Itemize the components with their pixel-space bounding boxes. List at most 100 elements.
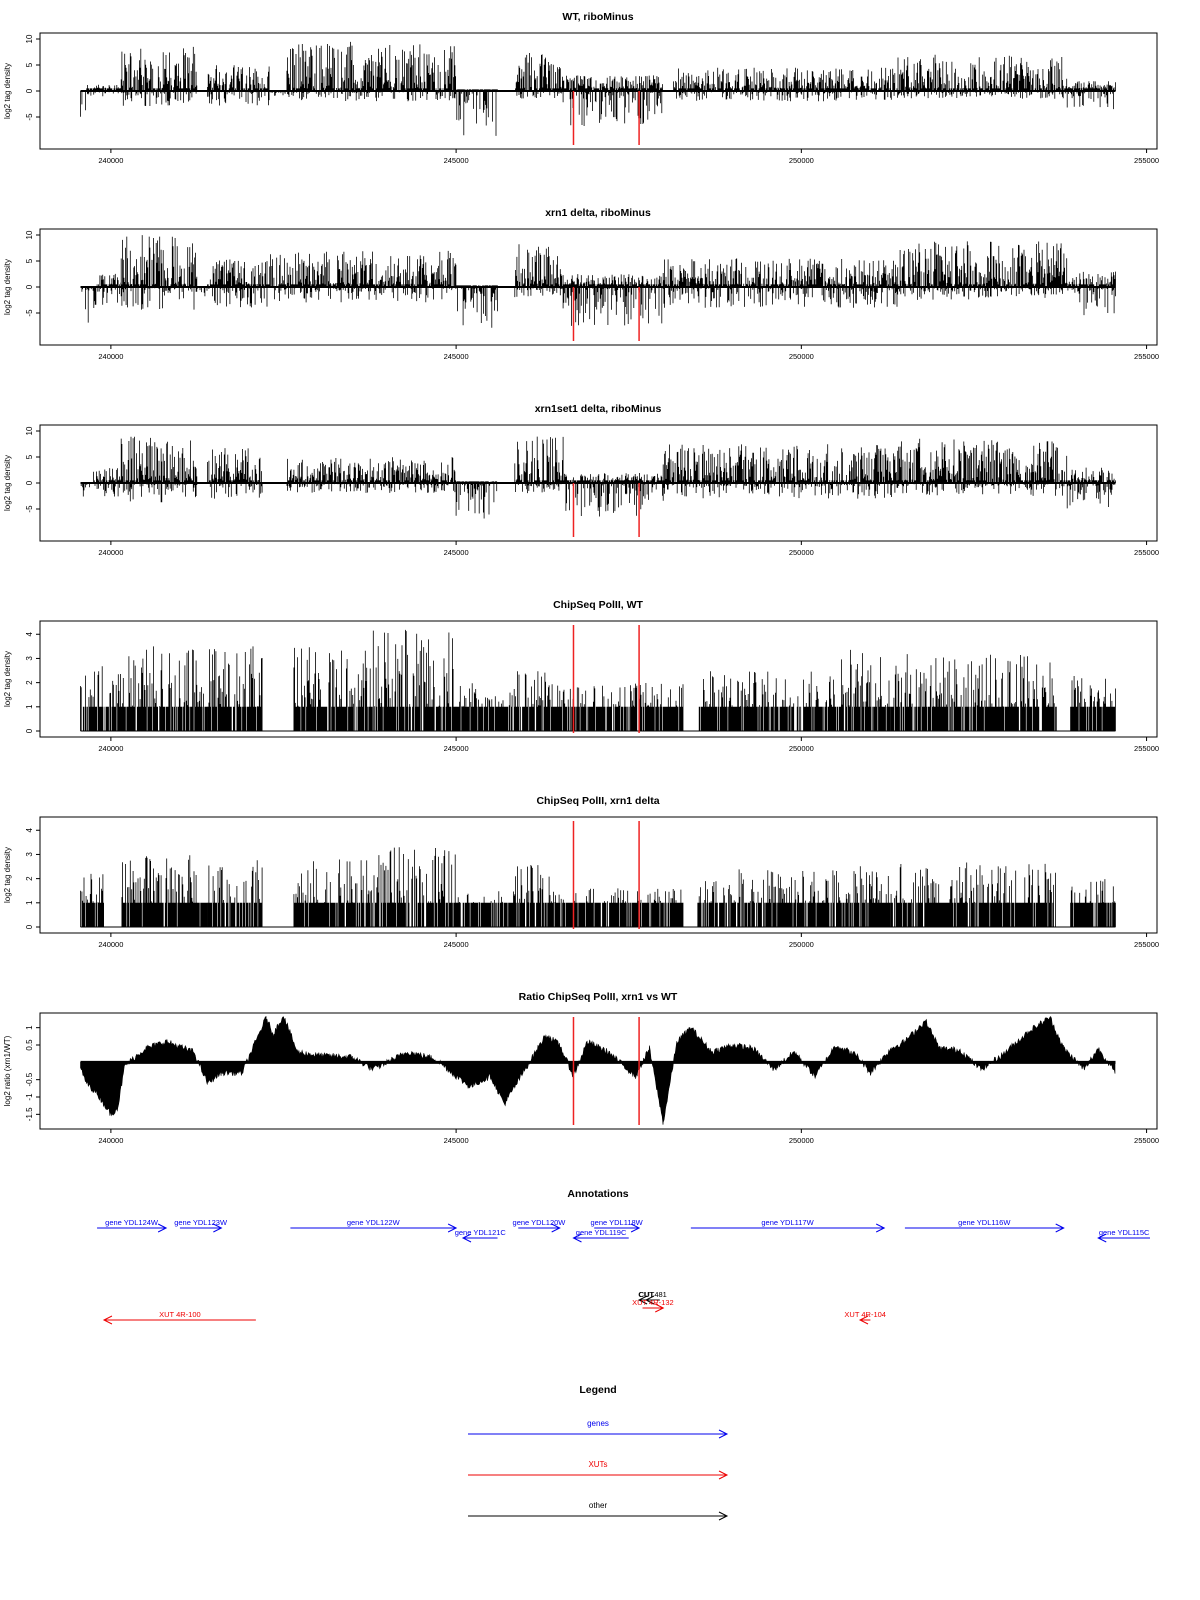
coverage-bars	[372, 629, 457, 731]
feature-gene-ydl115c: gene YDL115C	[1097, 1228, 1150, 1243]
coverage-region	[207, 646, 263, 731]
feature-arrowhead	[213, 1223, 223, 1233]
chart-panel-3: xrn1set1 delta, riboMinus log2 tag densit…	[3, 403, 1159, 557]
chart-title: ChipSeq PolII, WT	[553, 599, 643, 611]
feature-label: gene YDL119C	[576, 1228, 627, 1237]
plot-frame	[39, 32, 1158, 150]
coverage-region	[897, 54, 1068, 99]
data-marks	[80, 235, 1116, 328]
coverage-region	[662, 258, 899, 308]
feature-arrowhead	[1097, 1233, 1107, 1243]
chart-panel-4: ChipSeq PolII, WT log2 tag density 0 1 2 3 4 24…	[3, 599, 1159, 753]
coverage-region	[1066, 271, 1116, 316]
coverage-region	[1070, 676, 1116, 731]
feature-arrowhead	[572, 1233, 582, 1243]
feature-arrowhead	[1055, 1223, 1065, 1233]
coverage-region	[269, 250, 457, 303]
legend-item-other: other	[468, 1501, 729, 1521]
coverage-region	[455, 891, 515, 927]
feature-arrowhead	[551, 1223, 561, 1233]
feature-label: XUT 4R-100	[159, 1310, 201, 1319]
coverage-region	[120, 436, 198, 503]
x-tick-label: 240000	[98, 744, 123, 753]
coverage-bars	[196, 902, 208, 927]
x-tick-label: 245000	[444, 940, 469, 949]
y-tick-label: 0.5	[25, 1039, 34, 1051]
coverage-region	[455, 285, 498, 328]
coverage-bars	[120, 46, 198, 106]
coverage-region	[96, 273, 122, 305]
coverage-region	[838, 866, 891, 927]
coverage-region	[514, 244, 564, 298]
chart-title: xrn1 delta, riboMinus	[545, 207, 651, 219]
y-tick-label: 1	[25, 704, 34, 709]
legend-arrowhead	[718, 1511, 729, 1521]
coverage-bars	[897, 54, 1068, 99]
coverage-region	[80, 287, 97, 323]
x-tick-label: 255000	[1134, 940, 1159, 949]
coverage-bars	[562, 274, 664, 326]
legend-item-genes: genes	[468, 1419, 729, 1439]
legend-arrowhead	[718, 1429, 729, 1439]
feature-label: gene YDL120W	[513, 1218, 567, 1227]
x-tick-label: 250000	[789, 744, 814, 753]
y-tick-label: 5	[25, 258, 34, 263]
coverage-bars	[120, 235, 198, 310]
plot-frame	[39, 228, 1158, 346]
chart-panel-1: WT, riboMinus log2 tag density -5 0 5 10 24000…	[3, 11, 1159, 165]
coverage-region	[373, 847, 457, 927]
legend-item-xuts: XUTs	[468, 1460, 729, 1480]
coverage-bars	[455, 891, 515, 927]
feature-arrowhead	[875, 1223, 886, 1233]
feature-label: XUT 4R-132	[632, 1298, 674, 1307]
coverage-region	[286, 457, 456, 493]
y-tick-label: 5	[25, 62, 34, 67]
coverage-bars	[121, 855, 198, 927]
annotations-title: Annotations	[567, 1188, 628, 1200]
coverage-bars	[1066, 467, 1116, 509]
coverage-bars	[662, 444, 899, 499]
coverage-bars	[286, 457, 456, 493]
feature-arrowhead	[858, 1315, 869, 1325]
y-tick-label: 4	[25, 631, 34, 636]
chart-title: WT, riboMinus	[562, 11, 633, 23]
feature-arrowhead	[644, 1295, 655, 1305]
feature-label: CUT481	[639, 1290, 667, 1299]
y-axis-label: log2 tag density	[3, 847, 12, 903]
coverage-region	[293, 647, 373, 731]
coverage-bars	[196, 687, 208, 731]
coverage-region	[890, 862, 1056, 927]
x-tick-label: 240000	[98, 352, 123, 361]
coverage-region	[514, 865, 550, 927]
data-marks	[80, 436, 1116, 519]
data-marks	[80, 847, 1116, 928]
x-tick-label: 245000	[444, 1136, 469, 1145]
chart-panel-5: ChipSeq PolII, xrn1 delta log2 tag densit…	[3, 795, 1159, 949]
y-tick-label: 0	[25, 284, 34, 289]
feature-gene-ydl121c: gene YDL121C	[455, 1228, 506, 1243]
x-tick-label: 255000	[1134, 1136, 1159, 1145]
coverage-region	[673, 67, 898, 102]
coverage-bars	[562, 75, 664, 126]
feature-gene-ydl123w: gene YDL123W	[174, 1218, 228, 1233]
coverage-bars	[120, 436, 198, 503]
coverage-bars	[890, 862, 1056, 927]
chart-panel-6: Ratio ChipSeq PolII, xrn1 vs WT log2 rati…	[3, 991, 1159, 1145]
coverage-bars	[1066, 81, 1116, 110]
coverage-bars	[207, 646, 263, 731]
coverage-region	[286, 41, 456, 102]
coverage-bars	[286, 41, 456, 102]
coverage-bars	[96, 273, 122, 305]
coverage-region	[372, 629, 457, 731]
coverage-bars	[293, 859, 373, 927]
y-tick-label: 0	[25, 728, 34, 733]
feature-xut-4r-132: XUT 4R-132	[632, 1298, 674, 1313]
x-tick-label: 240000	[98, 156, 123, 165]
coverage-bars	[455, 89, 498, 136]
coverage-bars	[897, 241, 1068, 300]
coverage-bars	[80, 287, 97, 323]
feature-gene-ydl120w: gene YDL120W	[513, 1218, 567, 1233]
y-axis-label: log2 tag density	[3, 259, 12, 315]
coverage-bars	[548, 888, 684, 927]
